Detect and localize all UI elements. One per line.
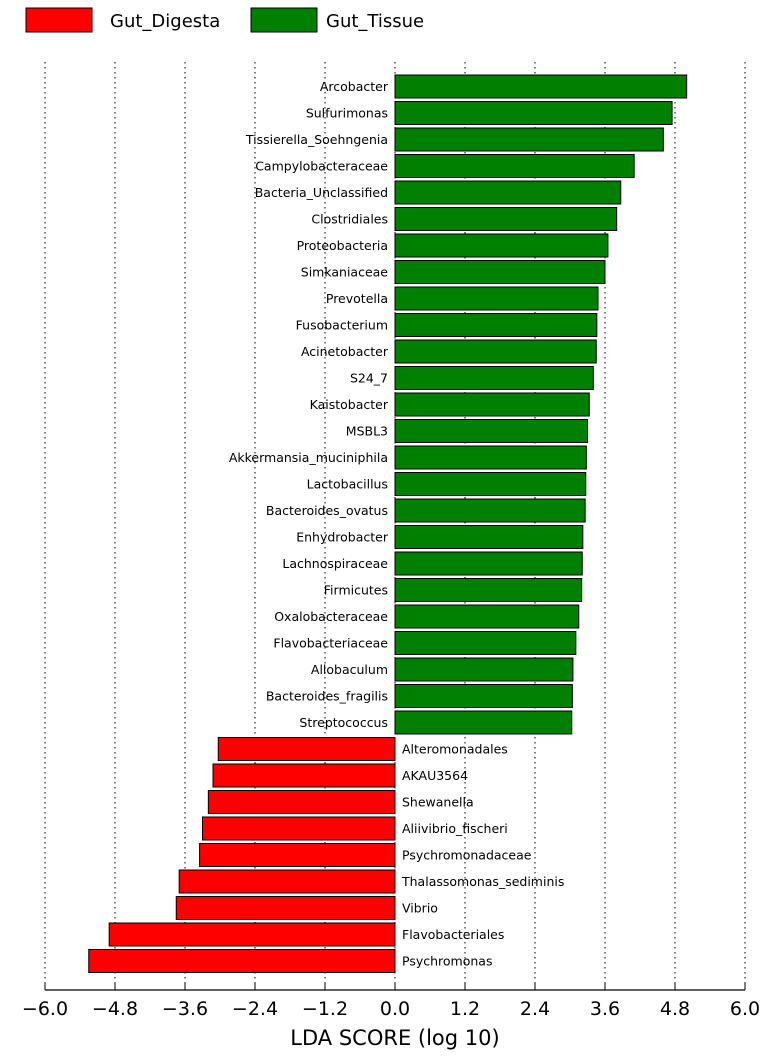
bar-label: Vibrio [402, 901, 438, 916]
bar-label: Kaistobacter [310, 397, 389, 412]
tick-label: 1.2 [450, 998, 480, 1020]
bar-label: Bacteria_Unclassified [255, 185, 388, 200]
bar [207, 790, 396, 814]
bar [212, 763, 396, 788]
bar-label: Flavobacteriales [402, 927, 504, 942]
bar [394, 154, 635, 178]
bar [394, 604, 580, 629]
bar-label: Prevotella [326, 291, 388, 306]
bar [178, 869, 396, 894]
bar-label: Enhydrobacter [296, 530, 389, 545]
legend-label-gut-digesta: Gut_Digesta [110, 11, 220, 32]
bar-label: Clostridiales [311, 212, 388, 227]
bar-label: Shewanella [402, 795, 474, 810]
bar [394, 260, 606, 284]
bar-label: Akkermansia_muciniphila [229, 450, 388, 465]
bar [394, 684, 573, 708]
bar [175, 896, 396, 920]
bar [394, 657, 574, 682]
bar [394, 207, 618, 231]
legend-swatch-gut-digesta [25, 7, 93, 33]
legend-swatch-gut-tissue [250, 7, 318, 33]
bar [394, 578, 583, 602]
bar-label: Thalassomonas_sediminis [401, 874, 564, 889]
bar [394, 286, 599, 311]
bar [394, 472, 587, 496]
tick-label: −1.2 [302, 998, 348, 1020]
tick-label: 6.0 [730, 998, 760, 1020]
bar-label: Streptococcus [299, 715, 388, 730]
bar [394, 180, 622, 205]
bars [88, 74, 688, 973]
bar-label: Psychromonas [402, 954, 492, 969]
bar-label: Bacteroides_fragilis [266, 689, 388, 704]
bar [202, 816, 396, 841]
bar [394, 710, 573, 735]
bar-label: Proteobacteria [297, 238, 388, 253]
bar [394, 419, 588, 443]
bar-label: MSBL3 [346, 424, 388, 439]
bar [394, 127, 664, 152]
bar-label: Firmicutes [324, 583, 388, 598]
tick-label: −6.0 [22, 998, 68, 1020]
tick-label: −2.4 [232, 998, 278, 1020]
bar [394, 313, 598, 337]
bar [394, 74, 688, 99]
tick-label: −4.8 [92, 998, 138, 1020]
bar-label: Campylobacteraceae [255, 159, 388, 174]
bar-label: Lactobacillus [307, 477, 388, 492]
bar [394, 366, 594, 390]
bar-label: Bacteroides_ovatus [266, 503, 388, 518]
bar [394, 498, 586, 523]
bar [217, 737, 396, 761]
bar-label: Fusobacterium [296, 318, 388, 333]
x-axis-title: LDA SCORE (log 10) [290, 1026, 499, 1050]
tick-label: 2.4 [520, 998, 550, 1020]
bar-label: Aliivibrio_fischeri [402, 821, 508, 836]
bar-label: Sulfurimonas [306, 106, 388, 121]
bar-label: Psychromonadaceae [402, 848, 532, 863]
bar [199, 843, 396, 867]
bar [394, 233, 609, 258]
bar-label: Flavobacteriaceae [273, 636, 388, 651]
bar [394, 392, 590, 417]
bar-label: Simkaniaceae [301, 265, 389, 280]
bar-label: Lachnospiraceae [282, 556, 388, 571]
tick-label: 3.6 [590, 998, 620, 1020]
legend-label-gut-tissue: Gut_Tissue [326, 11, 424, 32]
tick-label: −3.6 [162, 998, 208, 1020]
legend: Gut_Digesta Gut_Tissue [25, 7, 424, 33]
bar [394, 551, 583, 576]
bar [394, 445, 587, 470]
x-ticks: −6.0 −4.8 −3.6 −2.4 −1.2 0.0 1.2 2.4 3.6 4.8 6.0 [22, 983, 760, 1020]
bar-label: Allobaculum [311, 662, 388, 677]
bar [394, 525, 584, 549]
bar-label: Arcobacter [320, 79, 389, 94]
bar-label: Oxalobacteraceae [274, 609, 388, 624]
bar-label: AKAU3564 [402, 768, 468, 783]
bar [394, 631, 577, 655]
bar [108, 922, 396, 947]
bar-label: Tissierella_Soehngenia [245, 132, 388, 147]
bar-label: S24_7 [350, 371, 388, 386]
bar [394, 339, 597, 364]
bar [88, 949, 396, 973]
bar-labels: Arcobacter Sulfurimonas Tissierella_Soehng… [229, 79, 565, 969]
tick-label: 0.0 [380, 998, 410, 1020]
bar [394, 101, 673, 125]
bar-label: Acinetobacter [301, 344, 389, 359]
tick-label: 4.8 [660, 998, 690, 1020]
bar-label: Alteromonadales [402, 742, 508, 757]
